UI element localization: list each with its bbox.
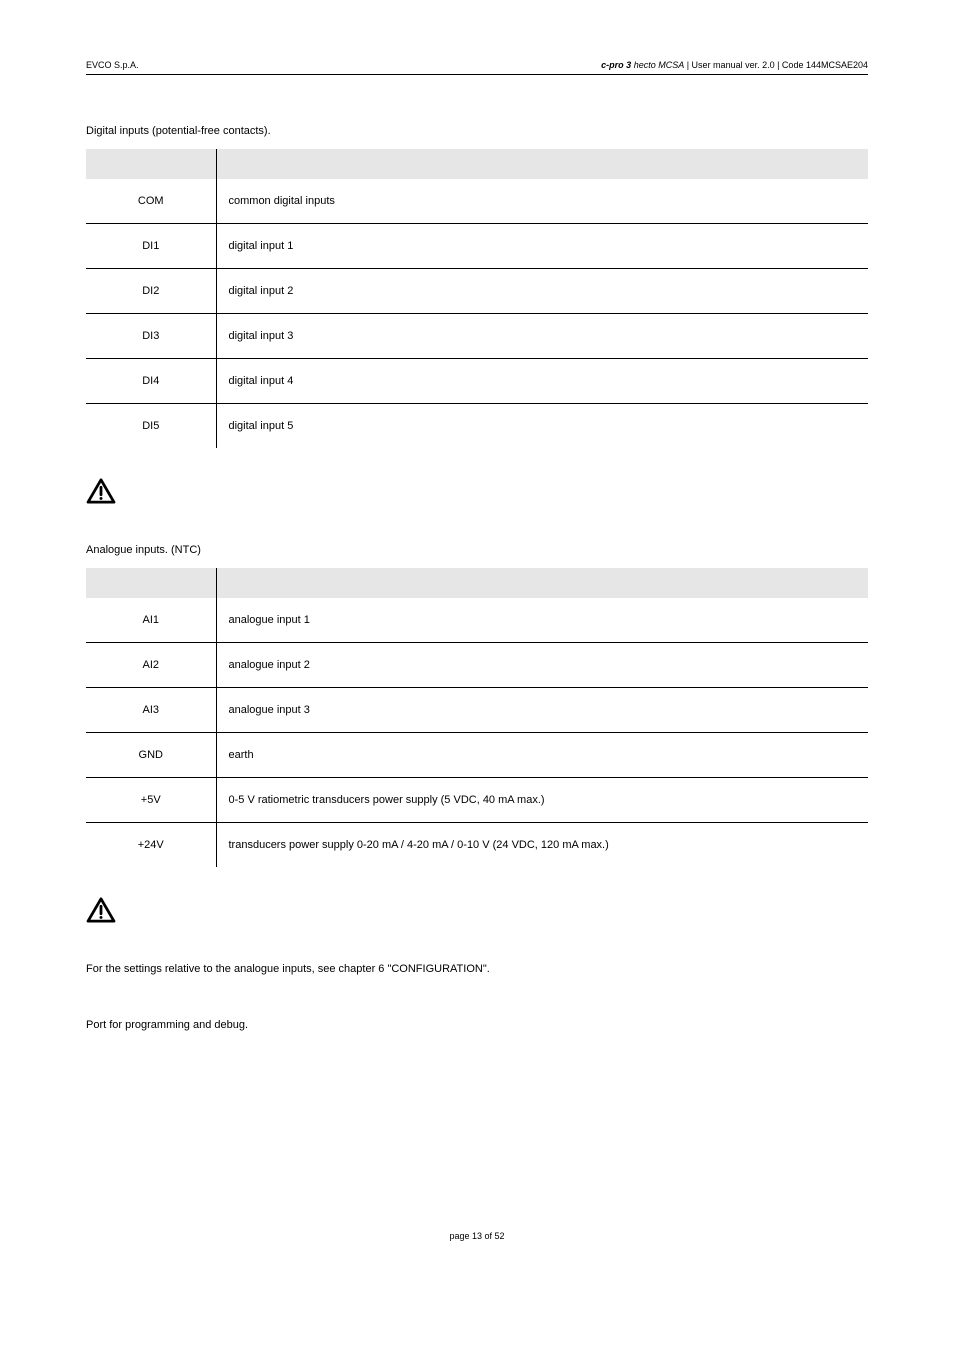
warning-icon xyxy=(86,897,868,923)
cell-label: +5V xyxy=(86,778,216,823)
digital-inputs-table: COMcommon digital inputsDI1digital input… xyxy=(86,149,868,448)
cell-label: AI3 xyxy=(86,688,216,733)
table-row: DI2digital input 2 xyxy=(86,269,868,314)
table-row: DI4digital input 4 xyxy=(86,359,868,404)
cell-desc: analogue input 2 xyxy=(216,643,868,688)
table-header-blank-left xyxy=(86,568,216,598)
section2-title: Analogue inputs. (NTC) xyxy=(86,544,868,556)
table-header-blank-right xyxy=(216,149,868,179)
cell-label: DI3 xyxy=(86,314,216,359)
cell-desc: digital input 2 xyxy=(216,269,868,314)
table-row: +24Vtransducers power supply 0-20 mA / 4… xyxy=(86,823,868,868)
cell-desc: transducers power supply 0-20 mA / 4-20 … xyxy=(216,823,868,868)
table-header-blank-left xyxy=(86,149,216,179)
table-row: +5V0-5 V ratiometric transducers power s… xyxy=(86,778,868,823)
cell-desc: 0-5 V ratiometric transducers power supp… xyxy=(216,778,868,823)
page-footer: page 13 of 52 xyxy=(86,1231,868,1241)
header-right: c-pro 3 hecto MCSA | User manual ver. 2.… xyxy=(601,60,868,70)
table-row: AI2analogue input 2 xyxy=(86,643,868,688)
cell-desc: digital input 3 xyxy=(216,314,868,359)
product-italic: hecto MCSA xyxy=(631,60,684,70)
table-header-blank-right xyxy=(216,568,868,598)
port-note: Port for programming and debug. xyxy=(86,1019,868,1031)
cell-label: AI2 xyxy=(86,643,216,688)
warning-icon xyxy=(86,478,868,504)
config-note: For the settings relative to the analogu… xyxy=(86,963,868,975)
table-row: AI1analogue input 1 xyxy=(86,598,868,643)
cell-label: DI4 xyxy=(86,359,216,404)
table-row: GNDearth xyxy=(86,733,868,778)
cell-label: AI1 xyxy=(86,598,216,643)
cell-label: GND xyxy=(86,733,216,778)
cell-desc: digital input 5 xyxy=(216,404,868,449)
section1-title: Digital inputs (potential-free contacts)… xyxy=(86,125,868,137)
table-row: COMcommon digital inputs xyxy=(86,179,868,224)
cell-label: COM xyxy=(86,179,216,224)
cell-label: DI5 xyxy=(86,404,216,449)
analogue-inputs-table: AI1analogue input 1AI2analogue input 2AI… xyxy=(86,568,868,867)
table-row: DI5digital input 5 xyxy=(86,404,868,449)
product-rest: | User manual ver. 2.0 | Code 144MCSAE20… xyxy=(684,60,868,70)
table-row: DI3digital input 3 xyxy=(86,314,868,359)
product-bold: c-pro 3 xyxy=(601,60,631,70)
cell-label: DI1 xyxy=(86,224,216,269)
header-left: EVCO S.p.A. xyxy=(86,60,139,70)
cell-label: +24V xyxy=(86,823,216,868)
table-row: AI3analogue input 3 xyxy=(86,688,868,733)
cell-desc: analogue input 1 xyxy=(216,598,868,643)
doc-header: EVCO S.p.A. c-pro 3 hecto MCSA | User ma… xyxy=(86,60,868,70)
header-rule xyxy=(86,74,868,75)
cell-desc: earth xyxy=(216,733,868,778)
cell-desc: common digital inputs xyxy=(216,179,868,224)
cell-desc: digital input 4 xyxy=(216,359,868,404)
cell-desc: digital input 1 xyxy=(216,224,868,269)
cell-label: DI2 xyxy=(86,269,216,314)
table-row: DI1digital input 1 xyxy=(86,224,868,269)
cell-desc: analogue input 3 xyxy=(216,688,868,733)
